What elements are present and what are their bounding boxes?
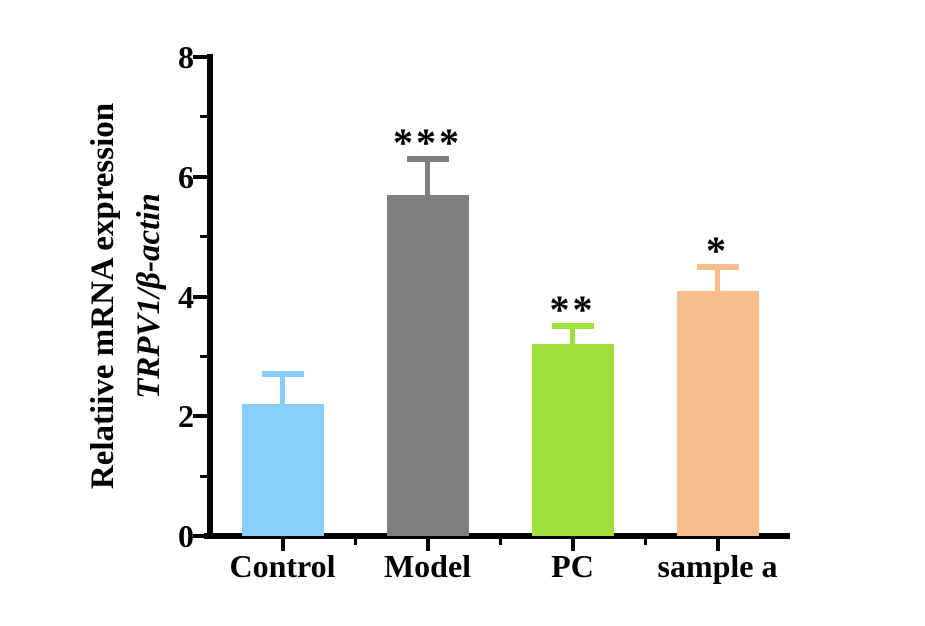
- bar-pc: [531, 344, 614, 536]
- error-bar-line-control: [280, 374, 285, 407]
- significance-label-pc: **: [549, 287, 596, 333]
- y-minor-tick: [200, 354, 207, 358]
- y-axis-line: [207, 54, 213, 539]
- x-minor-tick: [498, 539, 502, 545]
- y-tick-label-0: 0: [178, 518, 194, 554]
- x-category-label-model: Model: [383, 548, 472, 584]
- y-minor-tick: [200, 235, 207, 239]
- x-minor-tick: [643, 539, 647, 545]
- y-major-tick: [193, 174, 207, 179]
- y-minor-tick: [200, 474, 207, 478]
- bar-model: [386, 194, 469, 536]
- x-minor-tick: [353, 539, 357, 545]
- y-minor-tick: [200, 115, 207, 119]
- x-axis-line: [204, 533, 790, 539]
- y-major-tick: [193, 294, 207, 299]
- bar-control: [241, 404, 324, 536]
- x-major-tick-control: [280, 539, 285, 551]
- y-tick-label-8: 8: [178, 39, 194, 75]
- y-axis-title-line1: Relatiive mRNA expression: [85, 102, 121, 490]
- y-tick-label-2: 2: [178, 398, 194, 435]
- x-major-tick-pc: [570, 539, 575, 551]
- y-major-tick: [193, 414, 207, 419]
- x-category-label-control: Control: [229, 548, 336, 584]
- error-bar-line-pc: [570, 326, 575, 347]
- error-bar-cap-model: [406, 155, 449, 162]
- significance-label-sample-a: *: [706, 227, 729, 273]
- x-category-label-sample-a: sample a: [657, 548, 778, 584]
- y-tick-label-4: 4: [178, 278, 194, 315]
- x-major-tick-model: [425, 539, 430, 551]
- error-bar-line-model: [425, 158, 430, 197]
- error-bar-cap-sample-a: [696, 263, 739, 270]
- error-bar-cap-control: [261, 371, 304, 378]
- x-major-tick-sample-a: [715, 539, 720, 551]
- error-bar-line-sample-a: [715, 266, 720, 293]
- x-category-label-pc: PC: [551, 548, 594, 584]
- error-bar-cap-pc: [551, 323, 594, 330]
- significance-label-model: ***: [393, 119, 462, 165]
- y-major-tick: [193, 55, 207, 59]
- y-major-tick: [193, 534, 207, 538]
- y-tick-label-6: 6: [178, 158, 194, 195]
- bar-sample-a: [676, 290, 759, 536]
